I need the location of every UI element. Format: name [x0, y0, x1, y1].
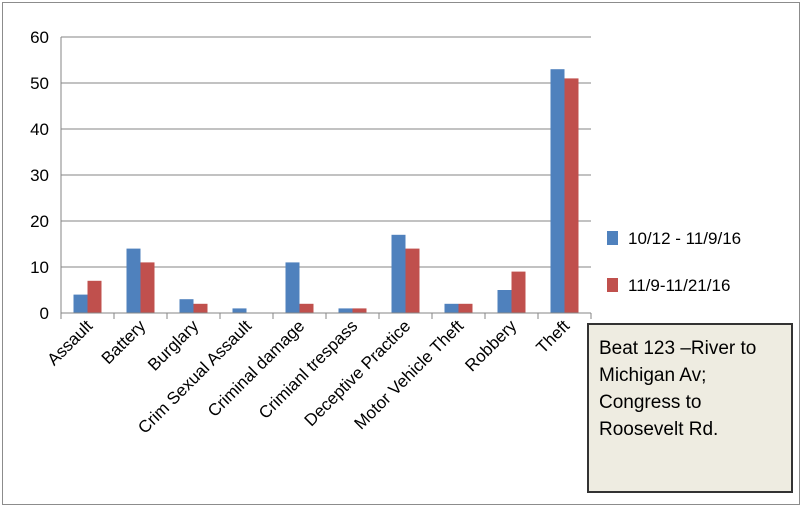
bar — [497, 290, 512, 313]
bar — [285, 262, 300, 313]
y-tick-labels: 0 10 20 30 40 50 60 — [30, 28, 49, 323]
y-tick-label: 30 — [30, 166, 49, 185]
legend-swatch — [607, 231, 618, 245]
bar — [87, 280, 102, 313]
bar — [126, 248, 141, 313]
bar — [73, 294, 88, 313]
bar — [458, 303, 473, 313]
y-tick-label: 10 — [30, 258, 49, 277]
axes — [60, 37, 592, 319]
x-tick-label: Robbery — [461, 316, 520, 375]
bar — [511, 271, 526, 313]
bar-chart: 0 10 20 30 40 50 60 Assault BatteryBurglaryCrim… — [30, 28, 741, 437]
y-tick-label: 0 — [40, 304, 49, 323]
legend-label: 10/12 - 11/9/16 — [628, 229, 741, 248]
y-tick-label: 20 — [30, 212, 49, 231]
bar — [232, 308, 247, 313]
y-tick-label: 50 — [30, 74, 49, 93]
bars — [73, 69, 579, 314]
bar — [352, 308, 367, 313]
bar — [299, 303, 314, 313]
bar — [564, 78, 579, 314]
bar — [140, 262, 155, 313]
bar — [338, 308, 353, 313]
annotation-box: Beat 123 –River to Michigan Av; Congress… — [587, 323, 793, 493]
legend: 10/12 - 11/9/16 11/9-11/21/16 — [607, 229, 741, 295]
bar — [550, 69, 565, 313]
x-tick-label: Assault — [43, 316, 96, 369]
legend-swatch — [607, 278, 618, 292]
x-tick-label: Crimianl trespass — [255, 316, 361, 422]
bar — [444, 303, 459, 313]
bar — [405, 248, 420, 313]
x-tick-label: Criminal damage — [204, 316, 308, 420]
bar — [193, 303, 208, 313]
x-tick-label: Battery — [98, 316, 150, 368]
y-tick-label: 60 — [30, 28, 49, 47]
chart-area: 0 10 20 30 40 50 60 Assault Battery Burglary Crim… — [2, 2, 800, 505]
x-tick-label: Theft — [532, 316, 573, 357]
bar — [391, 234, 406, 313]
bar — [179, 299, 194, 313]
y-tick-label: 40 — [30, 120, 49, 139]
legend-label: 11/9-11/21/16 — [628, 276, 730, 295]
